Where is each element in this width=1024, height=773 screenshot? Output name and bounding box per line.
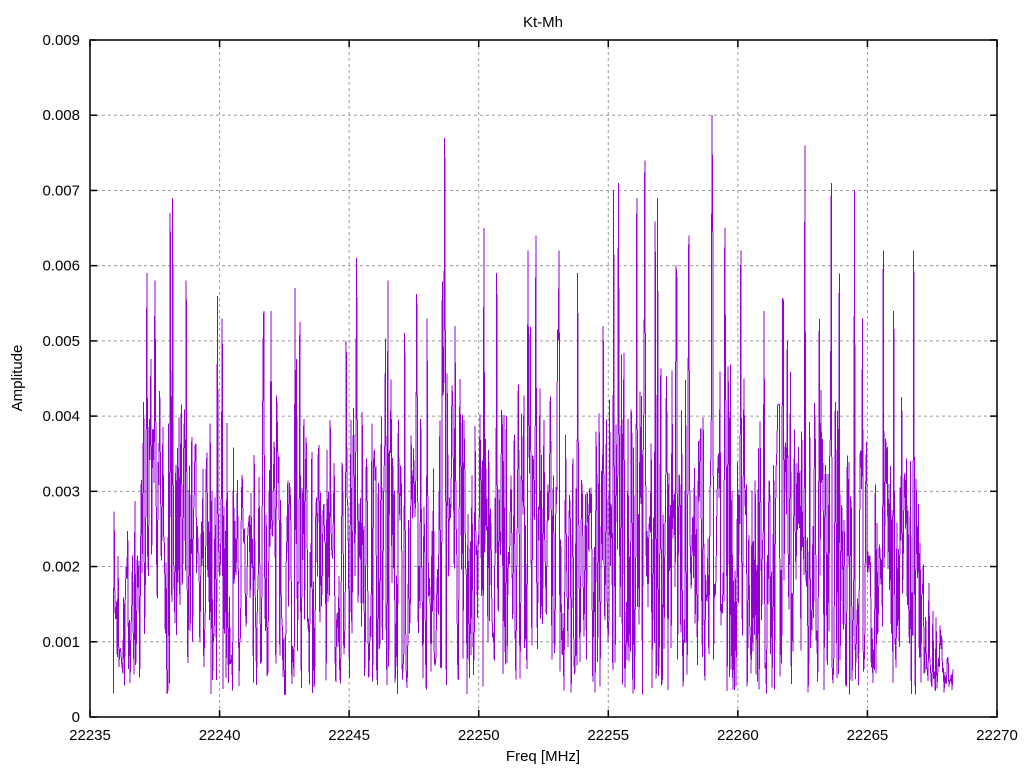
- x-tick-label: 22260: [717, 727, 759, 744]
- x-tick-label: 22265: [847, 727, 889, 744]
- x-axis-label: Freq [MHz]: [506, 748, 580, 765]
- chart-title: Kt-Mh: [523, 14, 563, 31]
- y-tick-label: 0.002: [42, 559, 80, 576]
- y-tick-label: 0.001: [42, 634, 80, 651]
- data-layer: [112, 115, 954, 696]
- y-tick-label: 0.008: [42, 107, 80, 124]
- y-tick-label: 0.003: [42, 483, 80, 500]
- spectrum-trace: [112, 115, 954, 696]
- y-tick-label: 0.005: [42, 333, 80, 350]
- x-tick-label: 22250: [458, 727, 500, 744]
- y-tick-label: 0.006: [42, 258, 80, 275]
- y-axis-label: Amplitude: [9, 345, 26, 412]
- x-tick-label: 22270: [976, 727, 1018, 744]
- y-tick-label: 0: [72, 709, 80, 726]
- x-tick-label: 22245: [328, 727, 370, 744]
- y-tick-label: 0.004: [42, 408, 80, 425]
- axis-layer: 22235 22240 22245 22250 22255 22260 22265 22270…: [42, 32, 1017, 744]
- x-tick-label: 22240: [199, 727, 241, 744]
- plot-border: [89, 39, 998, 718]
- x-tick-label: 22255: [587, 727, 629, 744]
- y-tick-label: 0.007: [42, 182, 80, 199]
- y-tick-label: 0.009: [42, 32, 80, 49]
- x-tick-label: 22235: [69, 727, 111, 744]
